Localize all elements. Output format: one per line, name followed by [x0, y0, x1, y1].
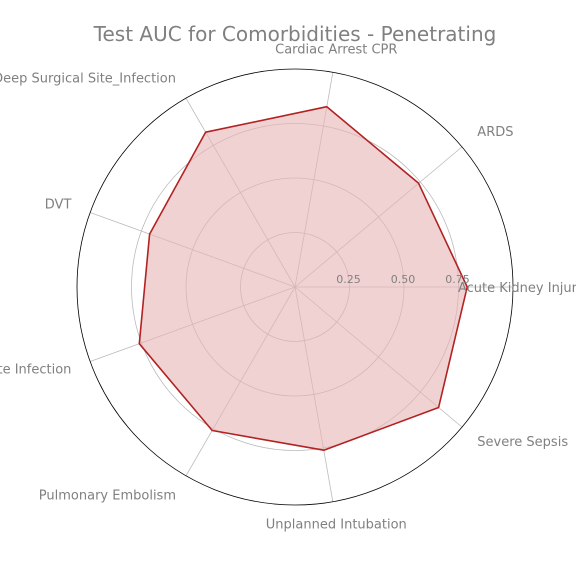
rtick-label: 0.25 — [336, 273, 361, 286]
category-label: Pulmonary Embolism — [39, 489, 176, 504]
rtick-label: 0.75 — [445, 273, 470, 286]
category-labels: Acute Kidney Injury ARDS Cardiac Arrest CP… — [0, 43, 576, 533]
outer-frame — [76, 68, 514, 506]
category-label: Acute Kidney Injury — [458, 281, 576, 296]
series-area — [139, 106, 468, 451]
category-label: Cardiac Arrest CPR — [275, 43, 397, 58]
chart-title: Test AUC for Comorbidities - Penetrating — [93, 22, 497, 46]
series-line — [138, 105, 469, 452]
radial-tick-labels: 0.25 0.50 0.75 — [336, 273, 470, 286]
category-label: Organ Space Surgical Site Infection — [0, 362, 71, 377]
rtick-label: 0.50 — [391, 273, 416, 286]
category-label: DVT — [45, 198, 72, 213]
category-label: Deep Surgical Site_Infection — [0, 71, 176, 86]
category-label: ARDS — [477, 125, 513, 140]
category-label: Severe Sepsis — [477, 435, 568, 450]
radar-series — [138, 105, 469, 452]
category-label: Unplanned Intubation — [266, 517, 407, 532]
